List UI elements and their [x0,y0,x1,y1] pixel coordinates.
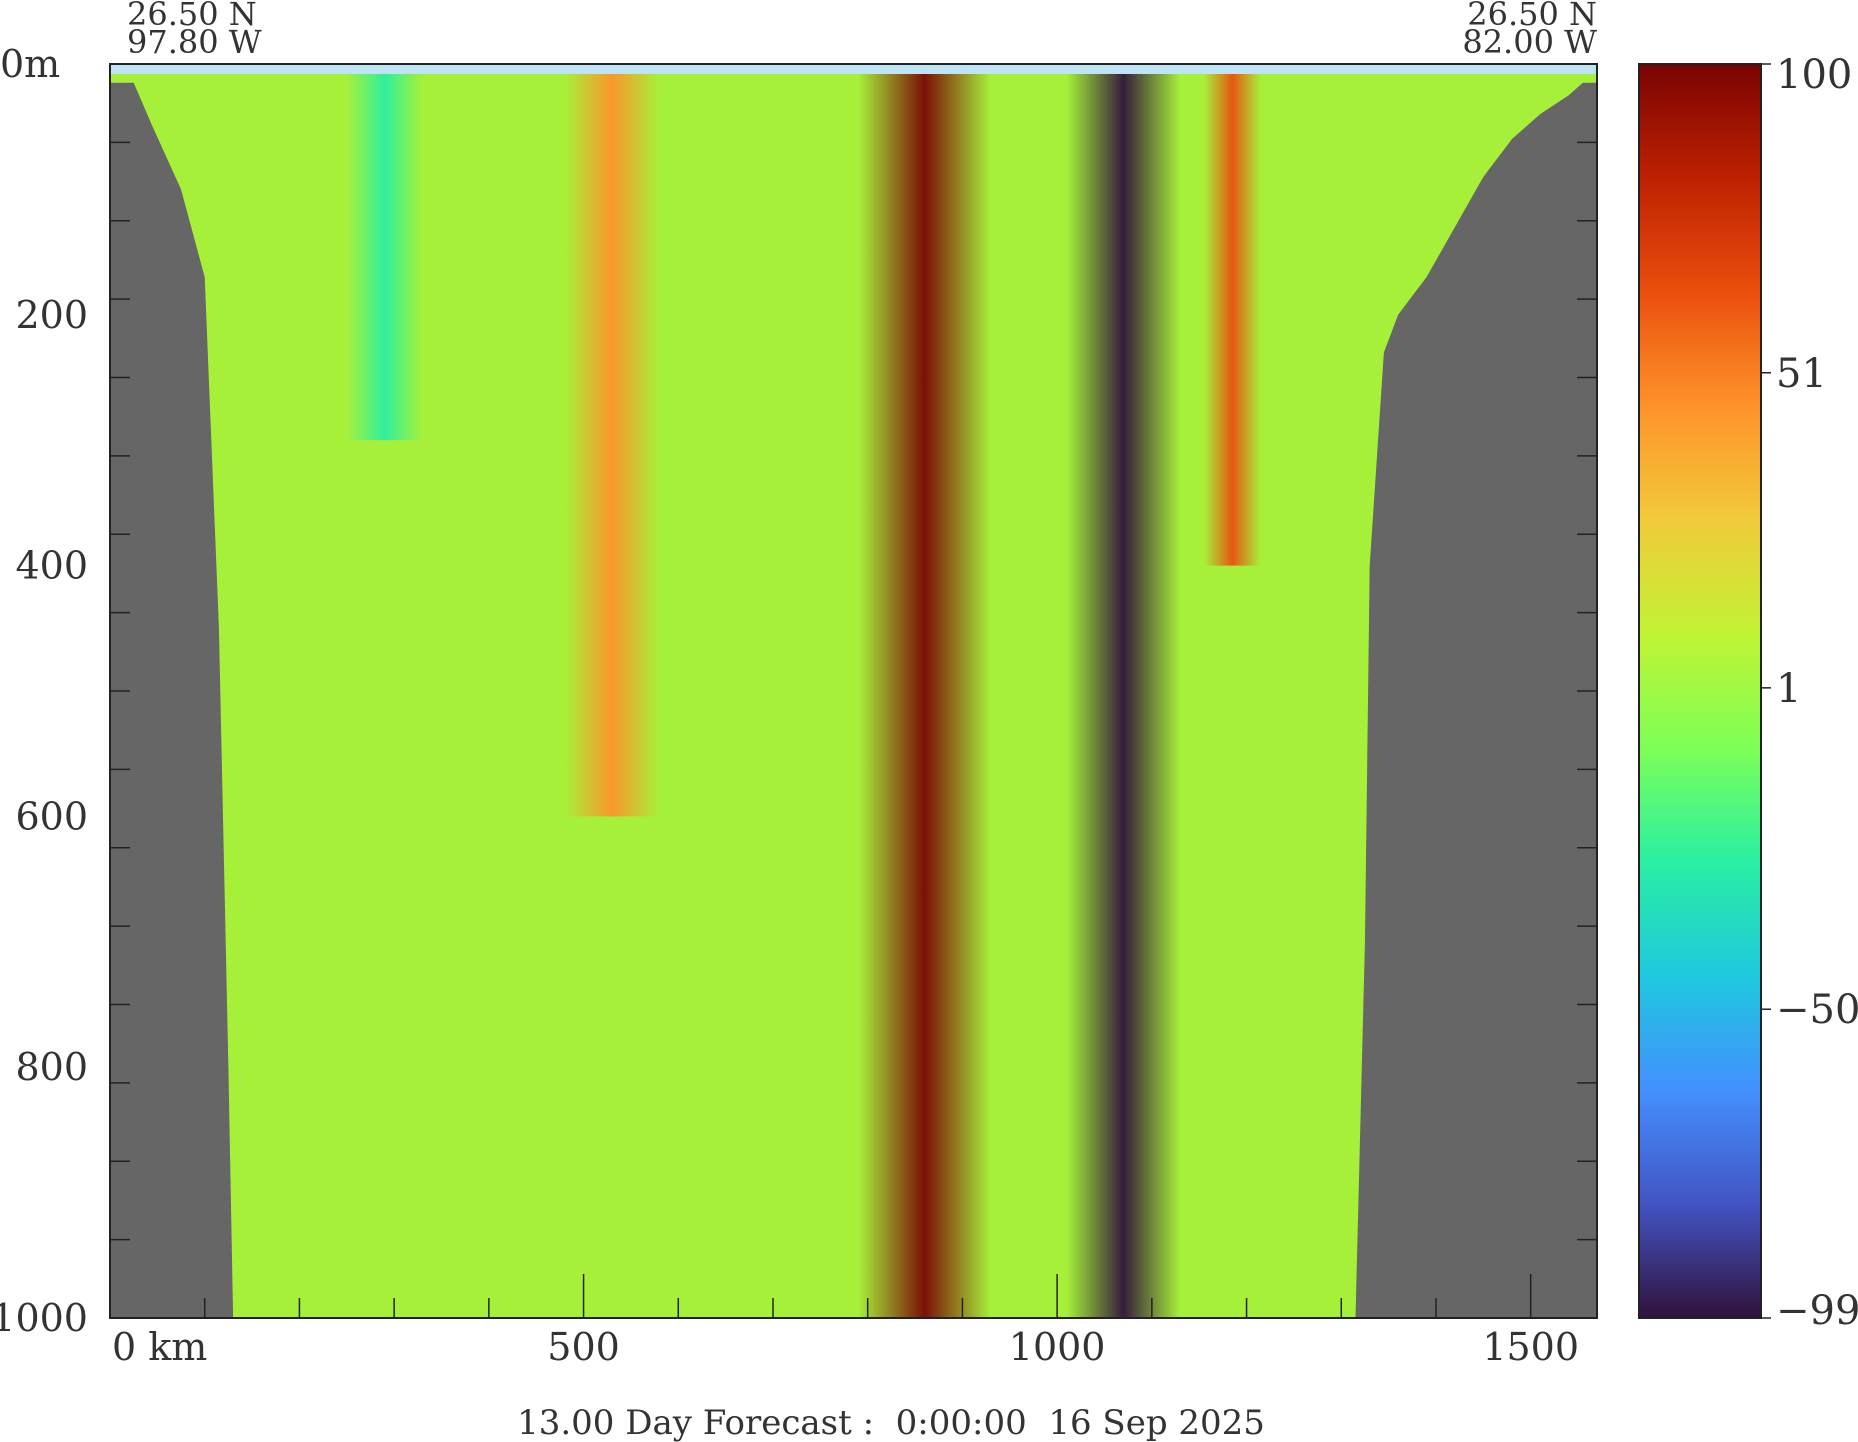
x-tick-label: 1500 [1482,1325,1579,1369]
colorbar-label: 51 [1776,351,1827,397]
shelf-strip [110,64,1597,74]
colorbar-label: 1 [1776,666,1801,712]
right-corner-lon: 82.00 W [1462,23,1597,61]
axis-ticks [110,63,1597,1319]
y-tick-label: 200 [15,293,88,337]
plot-area [110,64,1597,1318]
colorbar-label: −99 [1776,1288,1858,1334]
field-band-positive [858,64,991,1318]
colorbar [1638,63,1762,1319]
x-tick-label: 500 [547,1325,620,1369]
x-tick-label: 0 km [112,1325,207,1369]
left-corner-lat: 26.50 N [127,0,257,33]
field-band-positive [564,64,660,817]
x-axis-labels: 0 km 500 1000 1500 [112,1325,1579,1369]
right-corner-lat: 26.50 N [1467,0,1597,33]
y-axis-labels: 0m 200 400 600 800 1000 [0,42,88,1340]
y-tick-label: 800 [15,1045,88,1089]
colorbar-label: 100 [1776,52,1852,98]
y-tick-label: 0m [0,42,60,86]
field-band-negative [1066,64,1181,1318]
colorbar-labels: 100 51 1 −50 −99 [1776,52,1858,1334]
colorbar-label: −50 [1776,987,1858,1033]
field-bands [346,64,1261,1318]
field-band-positive [1203,64,1261,566]
left-corner-lon: 97.80 W [127,23,262,61]
y-tick-label: 1000 [0,1296,88,1340]
forecast-caption: 13.00 Day Forecast : 0:00:00 16 Sep 2025 [517,1403,1265,1442]
y-tick-label: 600 [15,794,88,838]
y-tick-label: 400 [15,544,88,588]
colorbar-ticks [1761,63,1771,1319]
land-mask-right [1355,82,1597,1318]
field-band-negative [346,64,423,441]
x-tick-label: 1000 [1009,1325,1106,1369]
land-mask-left [110,82,234,1318]
